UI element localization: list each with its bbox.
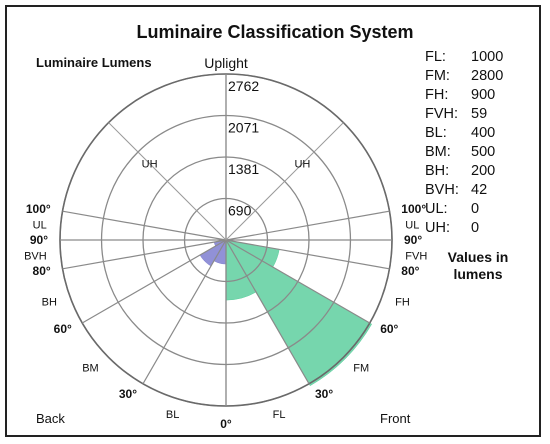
back-label: Back: [36, 411, 65, 426]
value-number: 42: [471, 182, 488, 198]
front-label: Front: [380, 411, 411, 426]
uplight-label: Uplight: [204, 55, 248, 71]
uplight-guide-line: [225, 122, 344, 241]
angle-label: 100°: [26, 202, 51, 216]
zone-label: FVH: [405, 251, 427, 263]
value-key: FL:: [425, 49, 446, 65]
zone-label: UL: [405, 219, 419, 231]
angle-label: 90°: [30, 233, 48, 247]
value-row: BVH: 42: [425, 181, 503, 200]
value-row: FVH: 59: [425, 105, 503, 124]
zone-wedge-fm: [225, 239, 373, 387]
value-key: BH:: [425, 163, 450, 179]
zone-boundary-line: [62, 210, 227, 241]
value-key: BVH:: [425, 182, 459, 198]
zone-label: BVH: [24, 251, 47, 263]
angle-label: 100°: [401, 202, 426, 216]
value-key: BL:: [425, 125, 447, 141]
units-note-line: Values in: [447, 249, 509, 265]
chart-frame: [5, 5, 541, 437]
chart-subtitle: Luminaire Lumens: [36, 55, 152, 70]
angle-label: 80°: [401, 264, 419, 278]
ring-value-label: 690: [228, 203, 252, 219]
value-number: 59: [471, 106, 488, 122]
value-key: FVH:: [425, 106, 459, 122]
value-row: BH: 200: [425, 162, 503, 181]
zone-label: UL: [33, 219, 47, 231]
zone-label: BH: [42, 297, 57, 309]
zone-label: FM: [353, 362, 369, 374]
value-number: 0: [471, 220, 480, 236]
zone-boundary-line: [225, 239, 371, 324]
chart-title: Luminaire Classification System: [136, 22, 414, 42]
angle-label: 60°: [54, 322, 72, 336]
value-key: UH:: [425, 220, 450, 236]
angle-label: 0°: [220, 417, 232, 431]
ring-value-label: 2762: [228, 78, 259, 94]
value-number: 500: [471, 144, 496, 160]
value-row: UH: 0: [425, 219, 503, 238]
uplight-guide-line: [108, 122, 227, 241]
zone-label: UH: [294, 159, 310, 171]
zone-boundary-line: [81, 239, 227, 324]
value-table: FL: 1000 FM: 2800 FH: 900 FVH: 59 BL: 400 BM: 500 BH…: [425, 48, 503, 238]
value-row: BL: 400: [425, 124, 503, 143]
zone-label: FH: [395, 297, 410, 309]
angle-label: 90°: [404, 233, 422, 247]
value-key: FH:: [425, 87, 449, 103]
zone-boundary-line: [225, 210, 390, 241]
value-number: 0: [471, 201, 480, 217]
angle-label: 30°: [119, 387, 137, 401]
zone-label: UH: [142, 159, 158, 171]
zone-label: FL: [273, 409, 286, 421]
zone-boundary-line: [225, 239, 390, 270]
value-key: FM:: [425, 68, 450, 84]
angle-label: 80°: [33, 264, 51, 278]
value-number: 900: [471, 87, 496, 103]
units-note: Values in lumens: [440, 249, 516, 283]
units-note-line: lumens: [453, 266, 503, 282]
value-number: 1000: [471, 49, 504, 65]
value-row: UL: 0: [425, 200, 503, 219]
zone-boundary-line: [62, 239, 227, 270]
value-number: 200: [471, 163, 496, 179]
value-row: FL: 1000: [425, 48, 503, 67]
value-row: FH: 900: [425, 86, 503, 105]
zone-label: BL: [166, 409, 179, 421]
value-key: BM:: [425, 144, 451, 160]
zone-boundary-line: [142, 239, 227, 385]
value-number: 400: [471, 125, 496, 141]
zone-boundary-line: [225, 239, 310, 385]
ring-value-label: 1381: [228, 161, 259, 177]
value-row: BM: 500: [425, 143, 503, 162]
value-key: UL:: [425, 201, 448, 217]
angle-label: 60°: [380, 322, 398, 336]
ring-value-label: 2071: [228, 120, 259, 136]
value-row: FM: 2800: [425, 67, 503, 86]
angle-label: 30°: [315, 387, 333, 401]
zone-label: BM: [82, 362, 99, 374]
value-number: 2800: [471, 68, 504, 84]
